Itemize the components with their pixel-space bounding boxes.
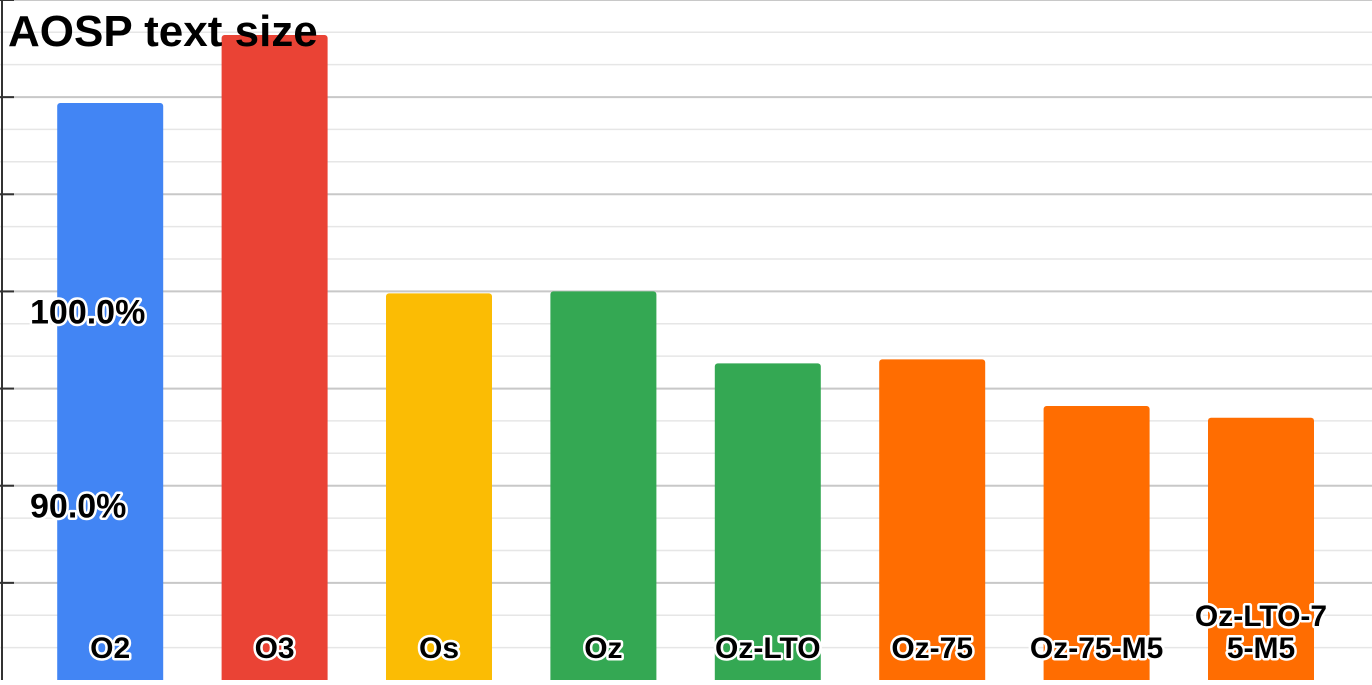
x-tick-label-line: Oz xyxy=(584,632,622,665)
x-tick-label: Oz-LTO-7 5-M5 xyxy=(1195,600,1327,665)
bars xyxy=(57,34,1314,684)
y-tick-label: 100.0% xyxy=(30,293,145,331)
gridlines xyxy=(0,0,1372,649)
x-tick-label-line: O2 xyxy=(90,632,130,665)
y-tick-label: 90.0% xyxy=(30,488,126,526)
bar-os xyxy=(386,293,492,684)
x-tick-label: Oz xyxy=(584,632,622,665)
y-axis-ticks: 90.0% 100.0% xyxy=(28,291,148,528)
x-axis-labels: O2 O3 Os Oz Oz-LTO Oz-75 Oz-75-M5 Oz-LTO-7 5-M5 xyxy=(88,598,1330,668)
x-tick-label: Oz-LTO xyxy=(715,632,821,665)
chart-title: AOSP text size xyxy=(8,7,318,56)
bar-o3 xyxy=(221,34,328,684)
bar-oz-75-m5 xyxy=(1043,406,1150,684)
x-tick-label: O3 xyxy=(255,632,295,665)
x-tick-label: O2 xyxy=(90,632,130,665)
x-tick-label-line: Oz-LTO xyxy=(715,632,821,665)
x-tick-label-line: Os xyxy=(419,632,459,665)
x-tick-label-line: 5-M5 xyxy=(1227,632,1295,665)
x-tick-label: Oz-75-M5 xyxy=(1030,632,1163,665)
bar-oz-75 xyxy=(879,359,986,684)
x-tick-label-line: Oz-75-M5 xyxy=(1030,632,1163,665)
bar-oz-lto xyxy=(714,363,821,684)
bar-oz xyxy=(550,291,657,684)
bar-oz-lto-75-m5 xyxy=(1208,417,1314,684)
x-tick-label: Os xyxy=(419,632,459,665)
x-tick-label-line: Oz-LTO-7 xyxy=(1195,600,1327,633)
x-tick-label-line: O3 xyxy=(255,632,295,665)
bar-o2 xyxy=(57,102,164,684)
x-tick-label-line: Oz-75 xyxy=(891,632,973,665)
x-tick-label: Oz-75 xyxy=(891,632,973,665)
